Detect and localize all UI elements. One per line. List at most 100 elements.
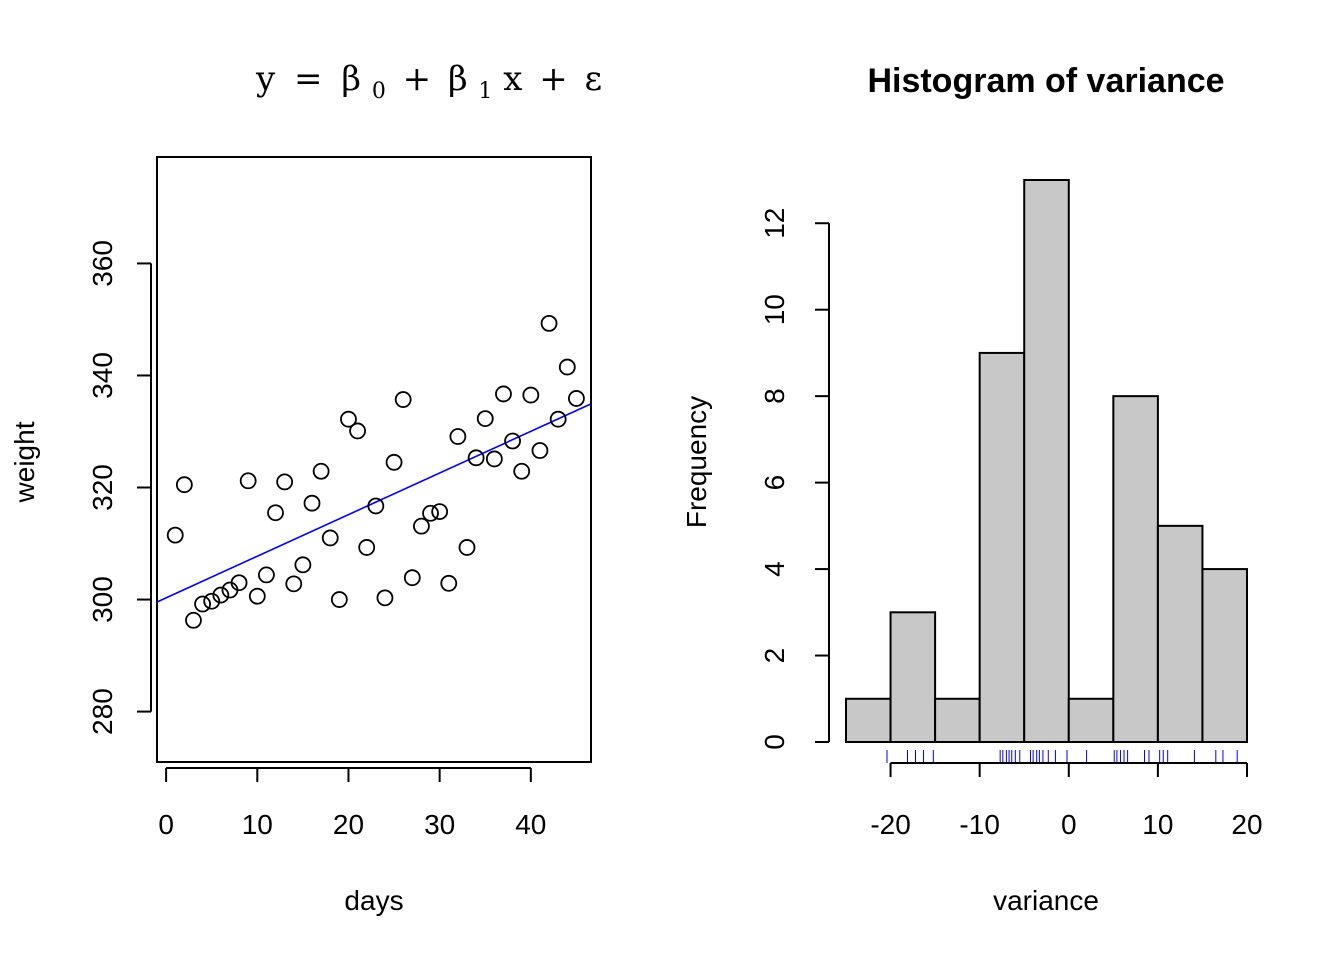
data-point — [485, 450, 503, 468]
data-point — [330, 591, 348, 608]
data-point — [276, 473, 294, 491]
histogram-bar — [934, 697, 981, 743]
x-tick-label: 10 — [242, 809, 273, 840]
y-tick-label: 8 — [759, 388, 790, 404]
data-point — [321, 529, 339, 547]
y-tick-label: 280 — [87, 688, 118, 735]
histogram-bar — [1112, 395, 1159, 743]
histogram-rug — [886, 750, 1238, 763]
data-point — [568, 390, 585, 407]
data-point — [458, 539, 476, 556]
data-point — [294, 556, 312, 574]
scatter-y-label: weight — [9, 421, 40, 503]
x-tick-label: 20 — [333, 809, 364, 840]
data-point — [394, 391, 412, 408]
data-point — [367, 497, 385, 515]
x-tick-label: 0 — [158, 809, 174, 840]
data-point — [513, 462, 531, 480]
scatter-title: y = β 0 + β 1 x + ε — [255, 59, 602, 107]
data-point — [385, 453, 403, 471]
x-tick-label: 30 — [424, 809, 455, 840]
data-point — [449, 428, 467, 445]
histogram-x-label: variance — [993, 885, 1099, 916]
y-tick-label: 10 — [759, 294, 790, 325]
y-tick-label: 360 — [87, 240, 118, 287]
data-point — [340, 410, 357, 428]
data-point — [558, 358, 576, 376]
data-point — [212, 586, 230, 604]
histogram-bar — [1156, 524, 1204, 743]
histogram-bar — [978, 351, 1026, 743]
data-point — [440, 574, 458, 592]
scatter-y-axis: 280 300 320 340 360 — [87, 240, 152, 735]
x-tick-label: -10 — [959, 809, 999, 840]
data-point — [403, 569, 421, 587]
data-point — [467, 449, 485, 467]
data-point — [358, 539, 376, 556]
title-plus2: + — [539, 59, 568, 99]
title-eq: = — [294, 59, 323, 99]
histogram-bar — [889, 611, 937, 743]
data-point — [175, 476, 193, 494]
data-point — [258, 566, 275, 584]
y-tick-label: 2 — [759, 648, 790, 664]
histogram-title: Histogram of variance — [867, 62, 1224, 100]
data-point — [495, 385, 512, 403]
histogram-x-axis: -20 -10 0 10 20 — [870, 762, 1263, 840]
data-point — [476, 410, 494, 428]
x-tick-label: 40 — [515, 809, 546, 840]
data-point — [540, 314, 558, 332]
data-point — [504, 432, 521, 450]
data-point — [413, 517, 430, 535]
data-point — [522, 386, 540, 404]
data-point — [239, 472, 257, 490]
data-point — [185, 611, 202, 629]
data-point — [531, 442, 549, 459]
data-point — [376, 589, 394, 607]
data-point — [267, 504, 284, 522]
x-tick-label: -20 — [870, 809, 910, 840]
data-point — [422, 504, 439, 522]
histogram-panel: Histogram of variance -20 -10 0 10 20 0 2 4 6 8 1… — [681, 62, 1263, 916]
data-point — [166, 526, 184, 544]
regression-line — [156, 403, 592, 603]
y-tick-label: 300 — [87, 576, 118, 623]
data-point — [203, 592, 221, 610]
histogram-y-axis: 0 2 4 6 8 10 12 — [759, 208, 830, 750]
y-tick-label: 12 — [759, 208, 790, 239]
data-point — [349, 422, 366, 440]
title-sub0: 0 — [372, 79, 386, 104]
histogram-bar — [845, 697, 892, 743]
histogram-bars — [845, 179, 1249, 743]
data-point — [549, 410, 567, 428]
scatter-plot-box — [156, 156, 592, 763]
data-point — [303, 494, 321, 512]
data-point — [285, 575, 303, 593]
y-tick-label: 6 — [759, 475, 790, 491]
title-eps: ε — [585, 59, 603, 99]
y-tick-label: 340 — [87, 352, 118, 399]
histogram-y-label: Frequency — [681, 396, 712, 528]
scatter-x-axis: 0 10 20 30 40 — [158, 767, 546, 840]
x-tick-label: 10 — [1142, 809, 1173, 840]
y-tick-label: 0 — [759, 734, 790, 750]
data-point — [230, 574, 248, 592]
x-tick-label: 20 — [1231, 809, 1262, 840]
regression-line-group — [156, 403, 592, 603]
histogram-bar — [1023, 179, 1070, 743]
scatter-x-label: days — [344, 885, 403, 916]
y-tick-label: 320 — [87, 464, 118, 511]
data-point — [312, 462, 330, 480]
x-tick-label: 0 — [1061, 809, 1077, 840]
data-point — [194, 595, 211, 613]
y-tick-label: 4 — [759, 561, 790, 577]
title-beta0: β — [341, 59, 361, 99]
data-point — [431, 503, 449, 520]
title-beta1: β — [448, 59, 468, 99]
histogram-bar — [1201, 568, 1249, 743]
title-plus1: + — [403, 59, 432, 99]
data-point — [248, 587, 266, 605]
title-x: x — [503, 59, 522, 99]
title-sub1: 1 — [478, 79, 492, 104]
